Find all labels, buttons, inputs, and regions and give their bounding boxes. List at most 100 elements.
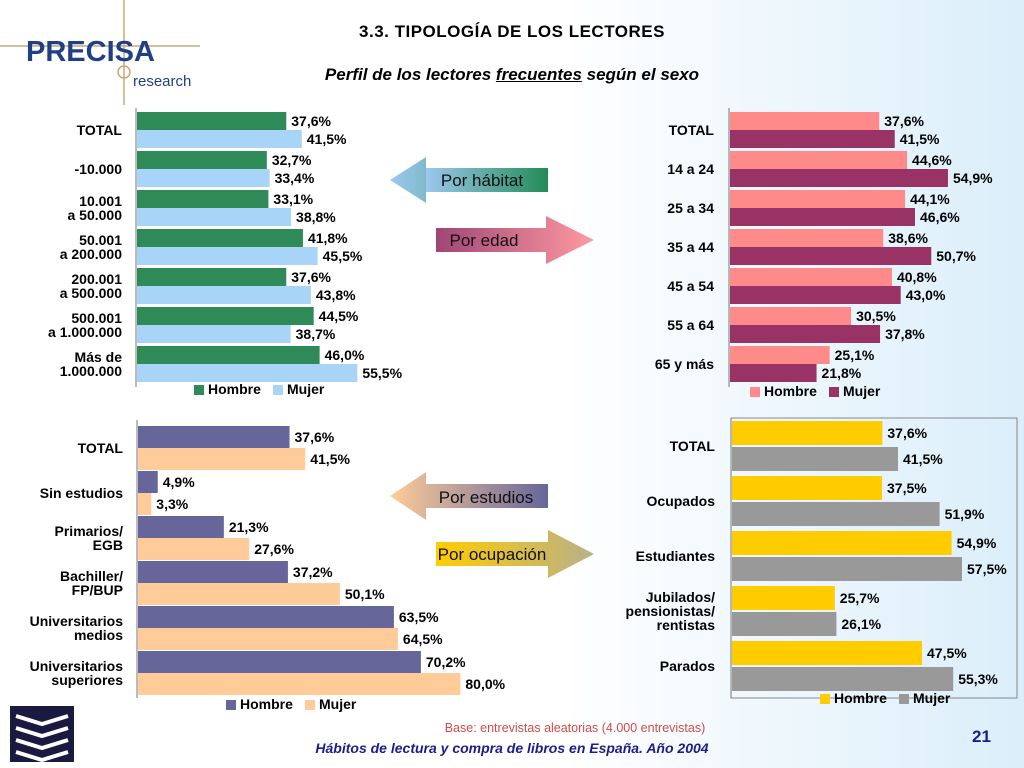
edad-data-label: 30,5% xyxy=(856,308,896,324)
edad-data-label: 43,0% xyxy=(906,287,946,303)
habitat-bar-mujer xyxy=(137,364,358,382)
estudios-bar-hombre xyxy=(138,561,288,583)
habitat-category-label: 50.001 xyxy=(79,232,122,248)
habitat-data-label: 37,6% xyxy=(291,113,331,129)
page-number: 21 xyxy=(972,727,991,746)
habitat-category-label: 200.001 xyxy=(71,271,122,287)
page-title: 3.3. TIPOLOGÍA DE LOS LECTORES xyxy=(359,22,665,41)
edad-category-label: 65 y más xyxy=(655,356,714,372)
habitat-category-label: TOTAL xyxy=(77,122,123,138)
arrow-por-estudios: Por estudios xyxy=(390,472,548,520)
estudios-data-label: 37,6% xyxy=(295,429,335,445)
habitat-data-label: 32,7% xyxy=(272,152,312,168)
habitat-bar-mujer xyxy=(137,286,311,304)
estudios-category-label: Bachiller/ xyxy=(60,568,123,584)
estudios-category-label: Sin estudios xyxy=(40,485,123,501)
habitat-data-label: 33,1% xyxy=(273,191,313,207)
ocupacion-legend-label: Hombre xyxy=(834,690,887,706)
edad-data-label: 37,6% xyxy=(884,113,924,129)
estudios-category-label: Universitarios xyxy=(30,658,124,674)
edad-bar-hombre xyxy=(730,346,830,364)
ocupacion-category-label: pensionistas/ xyxy=(626,603,716,619)
ocupacion-data-label: 37,6% xyxy=(887,425,927,441)
estudios-category-label: TOTAL xyxy=(78,440,124,456)
ocupacion-data-label: 37,5% xyxy=(887,480,927,496)
ocupacion-category-label: Estudiantes xyxy=(636,548,716,564)
arrow-por-estudios-label: Por estudios xyxy=(439,488,534,507)
footer-title: Hábitos de lectura y compra de libros en… xyxy=(315,740,709,756)
estudios-data-label: 3,3% xyxy=(156,496,188,512)
habitat-data-label: 43,8% xyxy=(316,287,356,303)
estudios-bar-mujer xyxy=(138,493,152,515)
estudios-category-label: EGB xyxy=(93,537,123,553)
ocupacion-bar-hombre xyxy=(732,586,835,610)
edad-data-label: 40,8% xyxy=(897,269,937,285)
ocupacion-bar-mujer xyxy=(732,667,954,691)
edad-category-label: 55 a 64 xyxy=(667,317,714,333)
subtitle-post: según el sexo xyxy=(581,65,700,84)
arrow-por-edad: Por edad xyxy=(436,216,594,264)
habitat-data-label: 37,6% xyxy=(291,269,331,285)
ocupacion-bar-hombre xyxy=(732,531,952,555)
edad-bar-mujer xyxy=(730,325,881,343)
habitat-category-label: 500.001 xyxy=(71,310,122,326)
chart-ocupacion: TOTAL 37,6% 41,5% Ocupados 37,5% 51,9% Estudia… xyxy=(626,417,1018,706)
estudios-data-label: 64,5% xyxy=(403,631,443,647)
edad-category-label: 14 a 24 xyxy=(667,161,714,177)
edad-data-label: 25,1% xyxy=(835,347,875,363)
estudios-data-label: 37,2% xyxy=(293,564,333,580)
estudios-category-label: superiores xyxy=(51,672,123,688)
edad-data-label: 41,5% xyxy=(900,131,940,147)
edad-data-label: 44,1% xyxy=(910,191,950,207)
arrow-por-ocupacion-label: Por ocupación xyxy=(438,545,547,564)
habitat-data-label: 41,5% xyxy=(307,131,347,147)
edad-legend-swatch xyxy=(750,387,760,397)
habitat-bar-hombre xyxy=(137,190,269,208)
chart-estudios: TOTAL 37,6% 41,5% Sin estudios 4,9% 3,3% Prima… xyxy=(30,420,506,712)
ocupacion-category-label: TOTAL xyxy=(670,438,716,454)
estudios-data-label: 21,3% xyxy=(229,519,269,535)
edad-data-label: 50,7% xyxy=(936,248,976,264)
ocupacion-bar-mujer xyxy=(732,612,837,636)
estudios-data-label: 41,5% xyxy=(310,451,350,467)
habitat-legend-label: Mujer xyxy=(287,381,325,397)
page-subtitle: Perfil de los lectores frecuentes según … xyxy=(0,65,1024,85)
habitat-legend-swatch xyxy=(273,385,283,395)
estudios-category-label: Primarios/ xyxy=(55,523,124,539)
estudios-data-label: 80,0% xyxy=(465,676,505,692)
estudios-data-label: 4,9% xyxy=(163,474,195,490)
edad-legend-label: Mujer xyxy=(843,383,881,399)
edad-data-label: 54,9% xyxy=(953,170,993,186)
estudios-category-label: Universitarios xyxy=(30,613,124,629)
ocupacion-legend-swatch xyxy=(899,694,909,704)
edad-bar-hombre xyxy=(730,190,906,208)
estudios-data-label: 50,1% xyxy=(345,586,385,602)
estudios-category-label: medios xyxy=(74,627,123,643)
edad-bar-hombre xyxy=(730,268,892,286)
edad-data-label: 44,6% xyxy=(912,152,952,168)
subtitle-underlined: frecuentes xyxy=(495,65,582,84)
edad-bar-mujer xyxy=(730,130,895,148)
edad-category-label: 35 a 44 xyxy=(667,239,714,255)
ocupacion-bar-mujer xyxy=(732,557,962,581)
estudios-bar-hombre xyxy=(138,606,394,628)
habitat-bar-hombre xyxy=(137,268,287,286)
precisa-logo: PRECISA research xyxy=(0,0,200,105)
habitat-bar-hombre xyxy=(137,112,287,130)
habitat-bar-mujer xyxy=(137,208,292,226)
chart-habitat: TOTAL37,6%41,5%-10.00032,7%33,4%10.001a … xyxy=(48,108,403,397)
ocupacion-bar-hombre xyxy=(732,421,883,445)
habitat-data-label: 45,5% xyxy=(323,248,363,264)
ocupacion-bar-mujer xyxy=(732,502,940,526)
arrow-por-edad-label: Por edad xyxy=(450,231,519,250)
edad-bar-hombre xyxy=(730,112,880,130)
ocupacion-bar-hombre xyxy=(732,476,882,500)
habitat-category-label: Más de xyxy=(75,349,123,365)
edad-bar-mujer xyxy=(730,364,817,382)
estudios-data-label: 27,6% xyxy=(254,541,294,557)
habitat-data-label: 38,7% xyxy=(296,326,336,342)
ocupacion-bar-hombre xyxy=(732,641,922,665)
habitat-data-label: 46,0% xyxy=(325,347,365,363)
habitat-category-label: a 500.000 xyxy=(60,285,122,301)
habitat-category-label: -10.000 xyxy=(75,161,123,177)
